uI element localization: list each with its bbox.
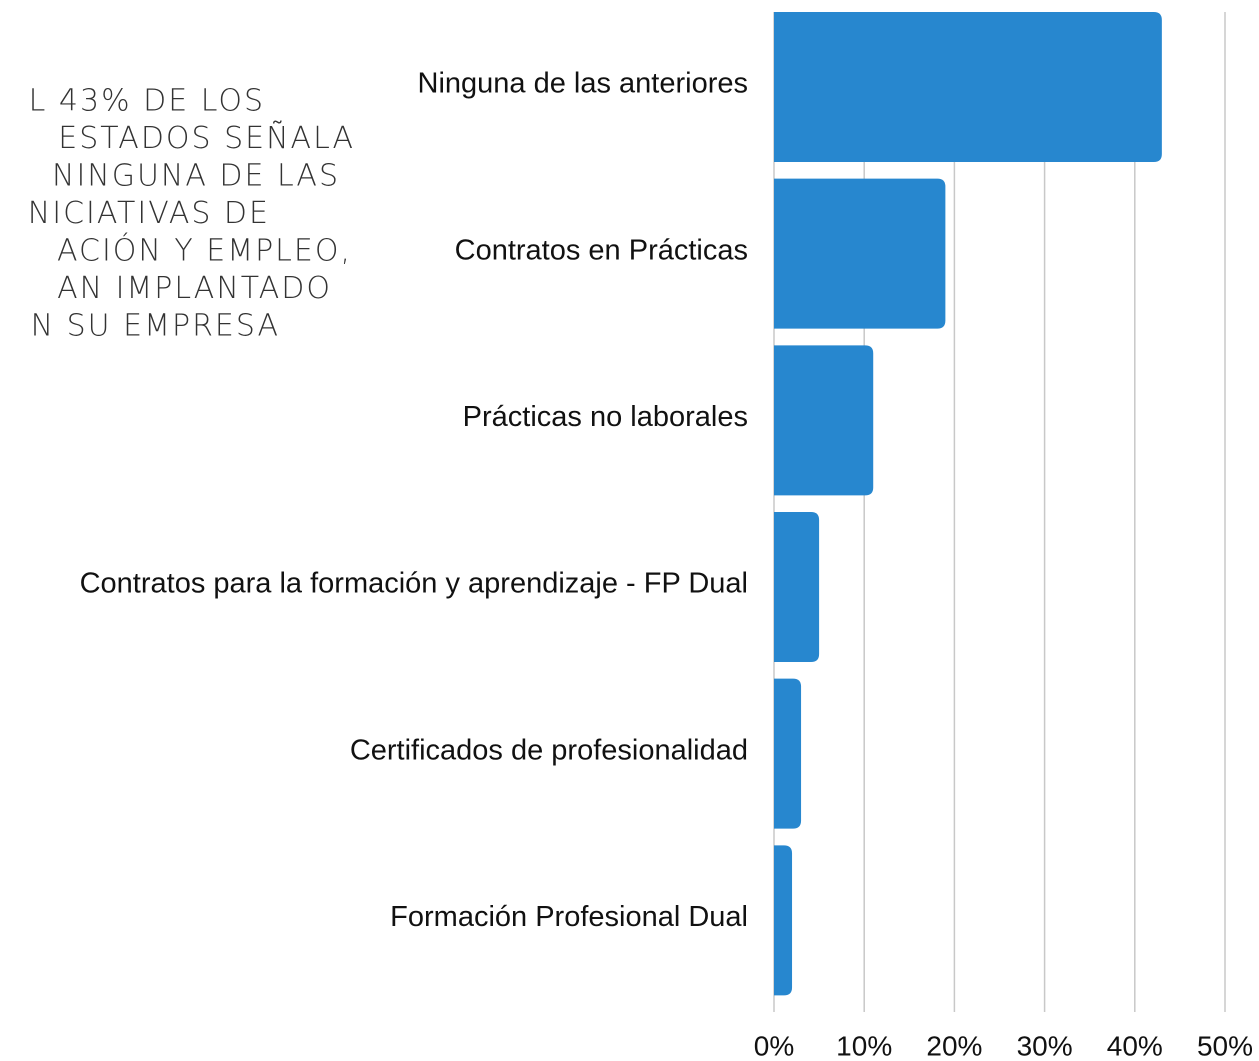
bar [774,345,874,496]
headline-line: AN IMPLANTADO [57,271,332,306]
headline-line: NICIATIVAS DE [28,196,270,231]
bar [774,178,946,329]
x-tick-label: 0% [754,1030,794,1061]
bar [774,512,820,662]
y-tick-label: Certificados de profesionalidad [350,734,748,766]
headline-line: L 43% DE LOS [29,84,265,119]
bar [774,12,1162,162]
bar [774,678,802,829]
y-tick-label: Ninguna de las anteriores [418,68,748,100]
x-tick-label: 50% [1197,1030,1253,1061]
x-tick-label: 10% [836,1030,892,1061]
headline-line: N SU EMPRESA [31,309,280,344]
y-tick-label: Contratos en Prácticas [455,234,748,266]
y-tick-label: Contratos para la formación y aprendizaj… [80,568,748,600]
x-tick-label: 40% [1107,1030,1163,1061]
headline-line: ESTADOS SEÑALA [58,119,355,156]
x-tick-label: 30% [1017,1030,1073,1061]
bar [774,845,793,996]
x-tick-label: 20% [926,1030,982,1061]
y-tick-label: Prácticas no laborales [463,401,748,433]
headline-line: NINGUNA DE LAS [52,159,340,194]
y-tick-label: Formación Profesional Dual [390,901,748,933]
headline-line: ACIÓN Y EMPLEO, [57,232,352,269]
